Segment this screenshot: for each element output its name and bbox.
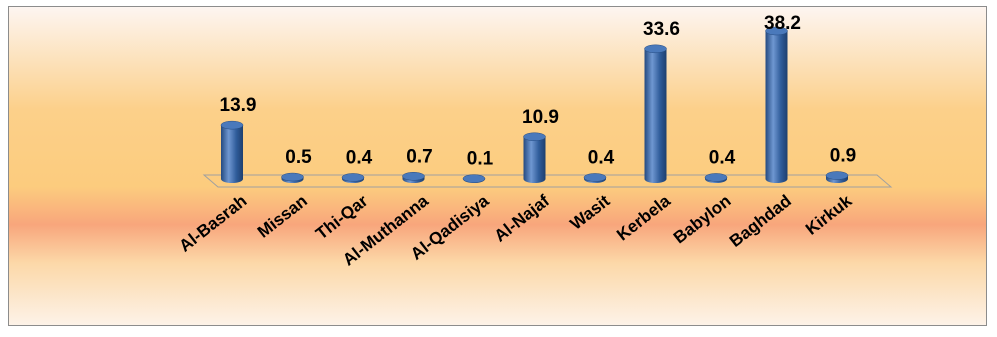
bar-top [704, 173, 728, 182]
bar-chart: 13.90.5 0.4 0.7 0.110.90.433.60.438.20.9 Al… [9, 7, 986, 325]
bar-al-qadisiya [462, 174, 486, 183]
value-label: 13.9 [220, 95, 257, 116]
bar-body [765, 31, 788, 183]
bar-top [583, 173, 607, 182]
bar-kirkuk [825, 171, 849, 183]
value-label: 0.5 [285, 147, 312, 168]
bar-top [825, 171, 849, 180]
bar-top [462, 174, 486, 183]
value-label: 38.2 [764, 13, 801, 34]
bar-top [523, 132, 546, 142]
bar-body [523, 136, 546, 183]
value-label: 0.9 [830, 146, 856, 167]
bar-babylon [704, 173, 728, 183]
value-label: 10.9 [522, 107, 559, 128]
value-label: 0.7 [406, 146, 432, 167]
bar-top [341, 173, 365, 182]
bar-body [221, 125, 243, 183]
bar-al-basrah [220, 120, 244, 183]
bar-al-muthanna [402, 172, 425, 183]
value-label: 0.4 [709, 147, 736, 168]
value-label: 33.6 [643, 19, 680, 40]
chart-frame: 13.9 0.5 0.4 0.7 0.1 10.9 0.4 33.6 0.4 38.2 0.9 Al… [8, 6, 987, 326]
bar-top [281, 172, 304, 182]
bar-top [402, 172, 425, 181]
value-label: 0.4 [346, 147, 373, 168]
value-label: 0.4 [588, 147, 615, 168]
bar-al-najaf [523, 132, 546, 183]
bar-baghdad [765, 26, 788, 183]
bar-thi-qar [341, 173, 365, 183]
chart-background [9, 7, 986, 325]
bar-top [220, 120, 244, 130]
bar-wasit [583, 173, 607, 183]
value-label: 0.1 [467, 149, 494, 170]
bar-kerbela [644, 44, 667, 183]
bar-body [644, 48, 667, 183]
bar-top [765, 26, 788, 36]
bar-top [644, 44, 667, 54]
bar-missan [281, 172, 304, 183]
